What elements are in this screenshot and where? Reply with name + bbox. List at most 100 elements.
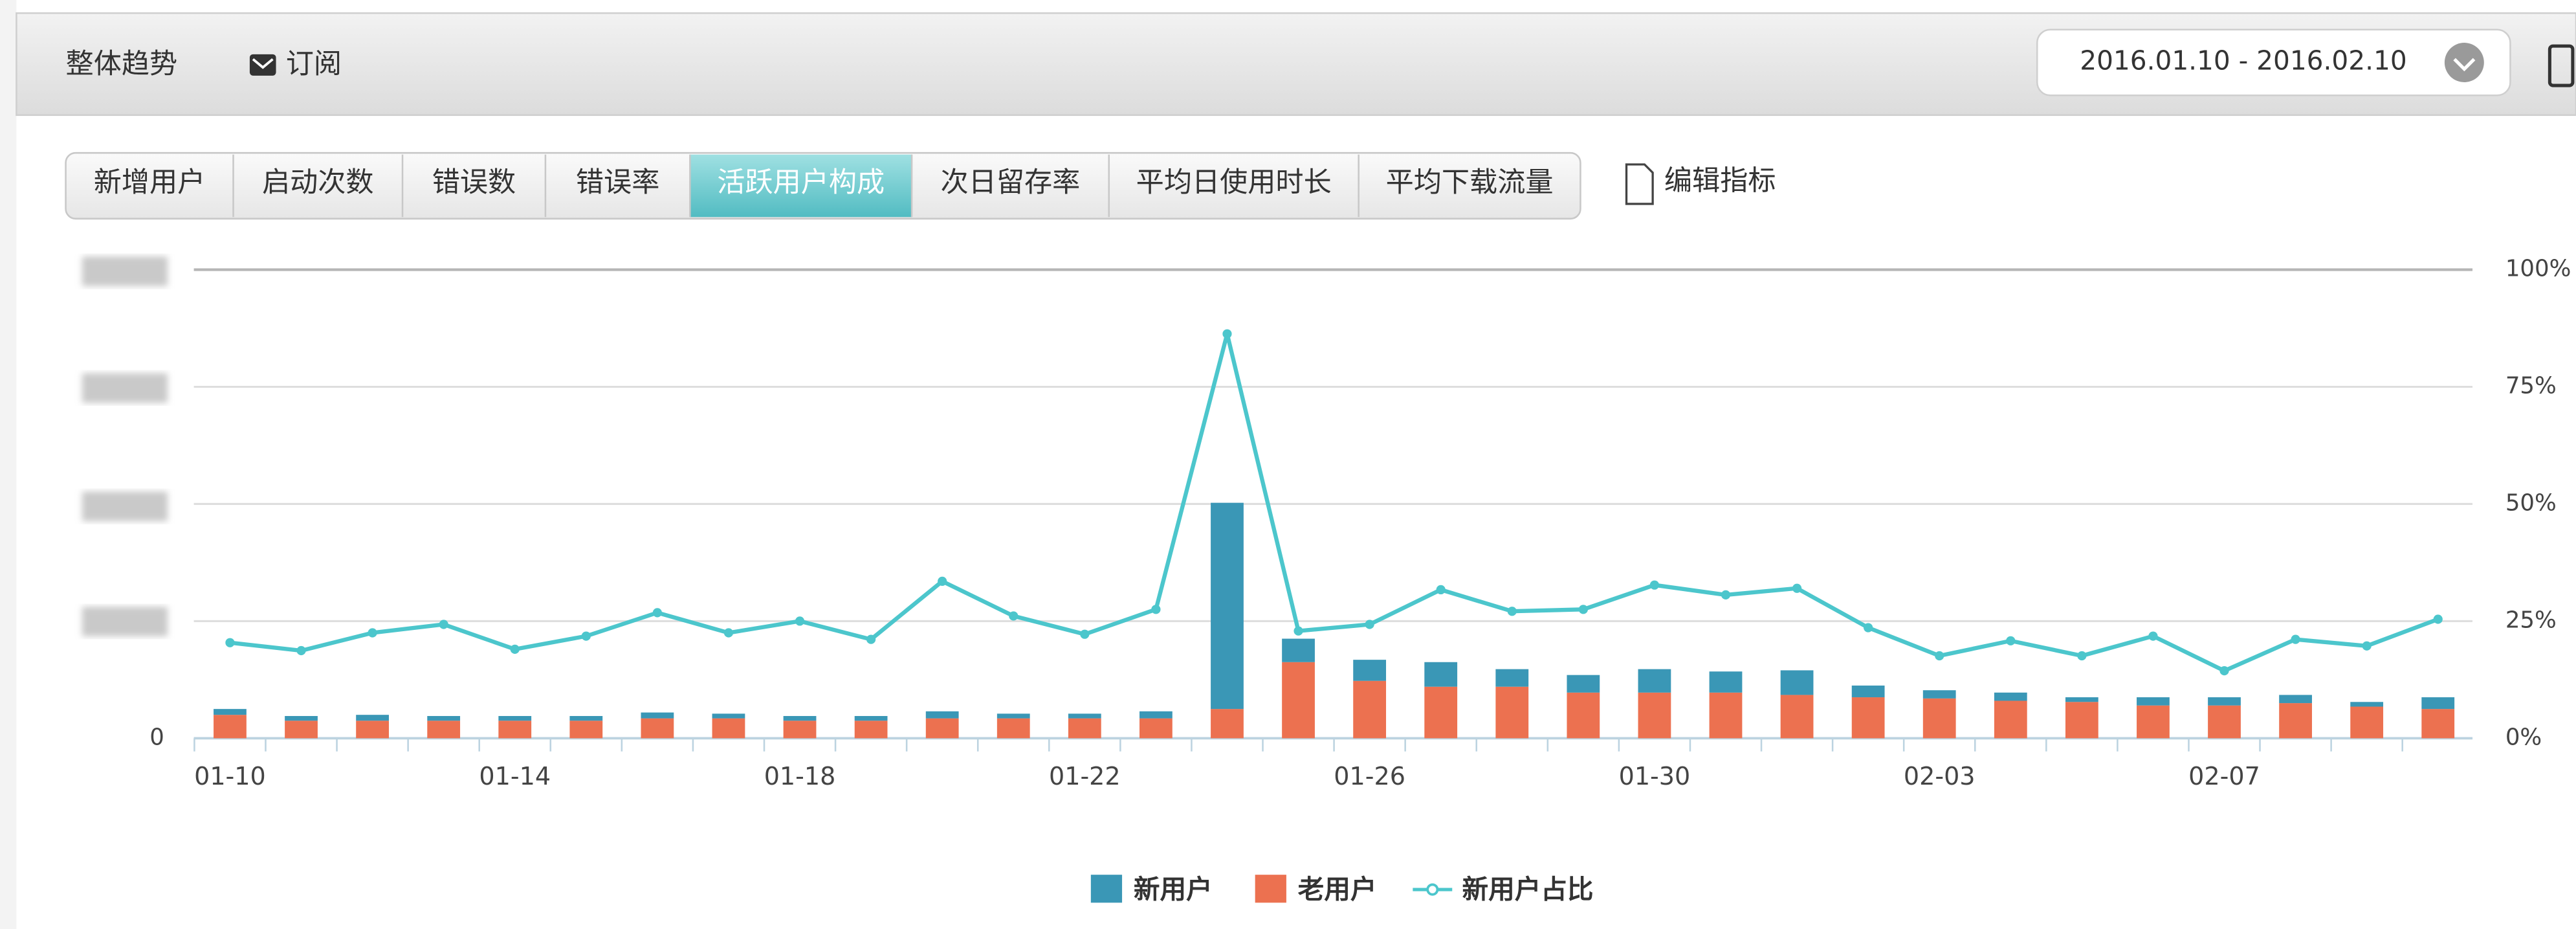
bar — [1068, 718, 1101, 739]
bar — [1353, 680, 1387, 739]
bar — [1922, 698, 1956, 739]
tab-active-bg — [690, 154, 912, 218]
line-point — [652, 608, 662, 618]
x-tick-label: 02-07 — [2188, 762, 2260, 790]
line-point — [1721, 590, 1731, 599]
legend-label: 新用户占比 — [1462, 874, 1594, 905]
tab-label: 平均日使用时长 — [1136, 166, 1332, 199]
bar — [854, 721, 888, 739]
tab[interactable]: 错误数 — [401, 154, 516, 218]
bar — [569, 715, 603, 721]
bar — [1709, 692, 1743, 739]
line-point — [2006, 636, 2016, 645]
bar — [2208, 697, 2241, 706]
bar — [285, 715, 318, 721]
line-point — [2291, 634, 2300, 644]
tab[interactable]: 平均下载流量 — [1358, 154, 1554, 218]
legend-label: 老用户 — [1298, 874, 1377, 905]
legend-label: 新用户 — [1134, 874, 1213, 905]
bar — [285, 721, 318, 739]
bar — [569, 721, 603, 739]
line-point — [296, 645, 306, 656]
bar — [1139, 718, 1172, 739]
line-point — [368, 628, 377, 638]
bar — [1139, 711, 1172, 719]
bar — [1780, 670, 1814, 695]
x-tick-label: 01-22 — [1049, 762, 1121, 790]
tab[interactable]: 启动次数 — [232, 154, 374, 218]
line-point — [581, 631, 591, 641]
dropdown-chevron — [2453, 58, 2476, 72]
blurred-label — [82, 256, 168, 286]
bar — [1068, 713, 1101, 719]
bar — [1353, 660, 1387, 681]
header-title: 整体趋势 — [66, 48, 178, 80]
bar — [1851, 685, 1885, 698]
tab-label: 平均下载流量 — [1386, 166, 1554, 199]
line-point — [1365, 620, 1374, 629]
bar — [996, 713, 1030, 719]
blurred-label — [82, 373, 168, 403]
line-point — [1649, 580, 1660, 590]
line-point — [1080, 629, 1090, 639]
y2-tick-label: 25% — [2505, 607, 2557, 633]
bar — [427, 715, 461, 721]
line — [230, 333, 2439, 673]
bar — [641, 712, 674, 719]
bar — [1567, 692, 1600, 739]
bar — [1780, 695, 1814, 739]
line-point — [1864, 623, 1873, 632]
y2-tick-label: 75% — [2505, 372, 2557, 399]
line-point — [1792, 583, 1802, 593]
line-point — [1935, 651, 1944, 661]
export-icon[interactable] — [2548, 44, 2575, 87]
line-point — [938, 576, 947, 587]
bar — [996, 718, 1030, 739]
bar — [427, 721, 461, 739]
subscribe-button[interactable]: 订阅 — [249, 48, 342, 80]
bar — [2137, 705, 2170, 739]
bar — [498, 715, 532, 721]
date-picker[interactable]: 2016.01.10 - 2016.02.10 — [2036, 28, 2511, 96]
subscribe-label: 订阅 — [286, 48, 342, 80]
tab-bar: 新增用户 启动次数 错误数 错误率 活跃用户构成 次日留存率 平均日使用时长 平均下载流量 — [65, 151, 1581, 220]
line-point — [1009, 611, 1018, 621]
tab-label: 活跃用户构成 — [717, 166, 885, 199]
tab[interactable]: 活跃用户构成 — [689, 154, 912, 218]
bar — [925, 718, 959, 739]
tab[interactable]: 平均日使用时长 — [1108, 154, 1332, 218]
x-tick-label: 02-03 — [1904, 762, 1976, 790]
legend-item[interactable]: 新用户 — [1090, 874, 1213, 905]
bar — [1994, 700, 2027, 739]
legend-item[interactable]: 老用户 — [1255, 874, 1377, 905]
legend-item[interactable]: 新用户占比 — [1413, 874, 1594, 905]
dropdown-icon — [2444, 43, 2484, 82]
bar — [2208, 705, 2241, 739]
legend: 新用户 老用户 新用户占比 — [1090, 874, 1594, 905]
tab[interactable]: 新增用户 — [94, 166, 206, 199]
bar — [214, 709, 247, 715]
tab[interactable]: 次日留存率 — [910, 154, 1080, 218]
edit-metrics-label: 编辑指标 — [1664, 164, 1776, 197]
tab-label: 新增用户 — [94, 166, 206, 199]
bar — [1211, 502, 1244, 710]
line-point — [1507, 607, 1517, 616]
legend-dot — [1426, 883, 1439, 896]
bar — [1495, 686, 1529, 739]
bar — [925, 711, 959, 719]
bar — [712, 718, 745, 739]
x-tick-label: 01-30 — [1619, 762, 1691, 790]
bar — [2279, 695, 2312, 704]
tab-label: 启动次数 — [262, 166, 374, 199]
bar — [1922, 690, 1956, 699]
x-tick-label: 01-18 — [764, 762, 836, 790]
bar — [2350, 702, 2384, 707]
bar — [1994, 692, 2027, 701]
edit-metrics[interactable]: 编辑指标 — [1625, 163, 1776, 205]
doc-icon — [1625, 163, 1654, 205]
tab[interactable]: 错误率 — [544, 154, 659, 218]
blurred-label — [82, 491, 168, 522]
bar — [2421, 709, 2455, 739]
envelope-icon — [249, 54, 276, 76]
